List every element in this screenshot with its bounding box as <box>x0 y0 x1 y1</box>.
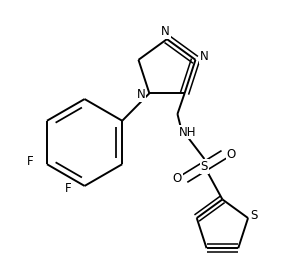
Text: S: S <box>250 208 258 222</box>
Text: S: S <box>201 160 208 173</box>
Text: N: N <box>137 88 145 101</box>
Text: N: N <box>199 50 208 63</box>
Text: O: O <box>227 148 236 161</box>
Text: NH: NH <box>179 126 197 139</box>
Text: O: O <box>173 172 182 185</box>
Text: F: F <box>27 155 34 168</box>
Text: F: F <box>65 183 71 195</box>
Text: N: N <box>161 25 170 38</box>
